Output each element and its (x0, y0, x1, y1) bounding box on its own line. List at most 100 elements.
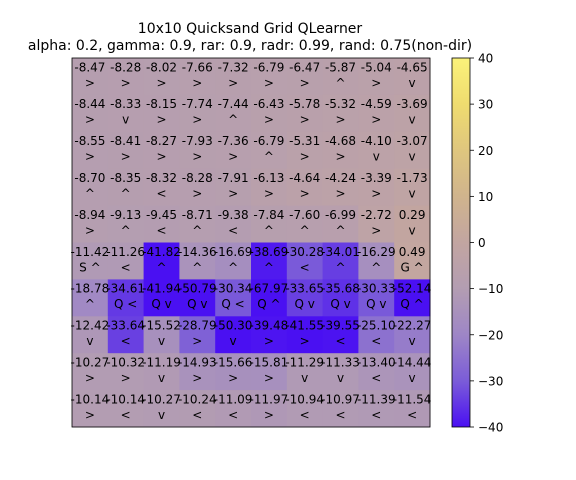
heatmap-cell (143, 58, 180, 96)
heatmap-cell (286, 168, 324, 207)
cell-action-label: > (85, 113, 95, 127)
heatmap-cell (251, 242, 288, 280)
cell-action-label: > (228, 76, 238, 90)
heatmap-cell (251, 94, 288, 133)
cell-action-label: ^ (371, 260, 381, 274)
cell-action-label: Q v (151, 297, 171, 311)
cell-action-label: < (335, 334, 345, 348)
heatmap-cell (72, 242, 109, 280)
cell-value-label: -16.29 (357, 245, 396, 259)
cell-action-label: v (409, 76, 416, 90)
heatmap-cell (215, 390, 252, 428)
heatmap-cell (358, 205, 395, 243)
cell-value-label: -14.36 (178, 245, 217, 259)
cell-value-label: -4.68 (325, 134, 356, 148)
cell-value-label: -3.39 (361, 171, 392, 185)
cell-value-label: -8.35 (110, 171, 141, 185)
cell-action-label: Q < (221, 297, 244, 311)
cell-value-label: -8.71 (182, 208, 213, 222)
heatmap-cell (286, 58, 324, 96)
heatmap-cell (72, 94, 109, 133)
cell-value-label: -52.14 (393, 282, 432, 296)
cell-value-label: -7.32 (218, 60, 249, 74)
cell-action-label: > (156, 150, 166, 164)
heatmap-cell (394, 390, 431, 428)
cell-action-label: S ^ (79, 260, 101, 274)
cell-action-label: > (371, 76, 381, 90)
cell-value-label: -4.10 (361, 134, 392, 148)
heatmap-cell (143, 353, 180, 391)
heatmap-cell (394, 205, 431, 243)
heatmap-cell (251, 168, 288, 207)
colorbar-tick-label: 40 (478, 52, 493, 66)
cell-value-label: -9.45 (146, 208, 177, 222)
heatmap-cell (72, 58, 109, 96)
heatmap-cell (358, 168, 395, 207)
cell-value-label: -6.13 (253, 171, 284, 185)
heatmap-cell (72, 316, 109, 354)
cell-value-label: -8.27 (146, 134, 177, 148)
cell-action-label: > (156, 113, 166, 127)
cell-value-label: -11.19 (142, 355, 181, 369)
cell-value-label: -6.79 (253, 134, 284, 148)
cell-value-label: -22.27 (393, 319, 432, 333)
cell-action-label: > (300, 113, 310, 127)
heatmap-cell (394, 316, 431, 354)
cell-value-label: -10.24 (178, 392, 217, 406)
cell-action-label: Q v (366, 297, 386, 311)
heatmap-cell (322, 316, 359, 354)
cell-action-label: < (335, 408, 345, 422)
cell-value-label: -5.04 (361, 60, 392, 74)
cell-action-label: Q v (295, 297, 315, 311)
colorbar-tick-label: 30 (478, 98, 493, 112)
heatmap-cell (107, 316, 145, 354)
cell-value-label: -9.13 (110, 208, 141, 222)
cell-action-label: > (85, 150, 95, 164)
cell-action-label: > (121, 371, 131, 385)
cell-action-label: ^ (264, 260, 274, 274)
heatmap-cell (107, 94, 145, 133)
cell-action-label: > (192, 113, 202, 127)
heatmap-cell (286, 131, 324, 170)
cell-value-label: -11.54 (393, 392, 432, 406)
heatmap-cell (394, 58, 431, 96)
heatmap-cell (179, 316, 216, 354)
cell-value-label: -30.28 (285, 245, 324, 259)
heatmap-cell (251, 205, 288, 243)
cell-value-label: -38.69 (250, 245, 289, 259)
cell-value-label: -10.27 (142, 392, 181, 406)
cell-action-label: v (373, 150, 380, 164)
colorbar-tick-label: 10 (478, 190, 493, 204)
heatmap-cell (286, 353, 324, 391)
cell-value-label: -8.32 (146, 171, 177, 185)
heatmap-cells (72, 58, 431, 428)
cell-value-label: -39.48 (250, 319, 289, 333)
heatmap-cell (358, 316, 395, 354)
cell-action-label: > (192, 371, 202, 385)
cell-action-label: ^ (228, 113, 238, 127)
heatmap-cell (358, 353, 395, 391)
colorbar-tick-label: −40 (478, 421, 503, 435)
heatmap-cell (143, 316, 180, 354)
heatmap-cell (107, 353, 145, 391)
cell-value-label: -11.09 (214, 392, 253, 406)
heatmap-cell (215, 316, 252, 354)
heatmap-cell (215, 242, 252, 280)
cell-action-label: > (85, 371, 95, 385)
cell-action-label: v (409, 150, 416, 164)
cell-action-label: v (301, 371, 308, 385)
cell-value-label: -33.65 (285, 282, 324, 296)
heatmap-cell (394, 279, 431, 317)
heatmap-cell (251, 353, 288, 391)
cell-action-label: > (156, 76, 166, 90)
cell-value-label: -18.78 (71, 282, 110, 296)
cell-value-label: -8.47 (74, 60, 105, 74)
heatmap-cell (394, 353, 431, 391)
heatmap-cell-labels: -8.47 > -8.28 > -8.02 > -7.66 > -7.32 > -6.79 > -6.4… (71, 60, 432, 422)
heatmap-cell (72, 279, 109, 317)
cell-value-label: -15.52 (142, 319, 181, 333)
heatmap-cell (322, 94, 359, 133)
cell-value-label: -28.79 (178, 319, 217, 333)
cell-action-label: ^ (85, 186, 95, 200)
cell-value-label: -14.44 (393, 355, 432, 369)
